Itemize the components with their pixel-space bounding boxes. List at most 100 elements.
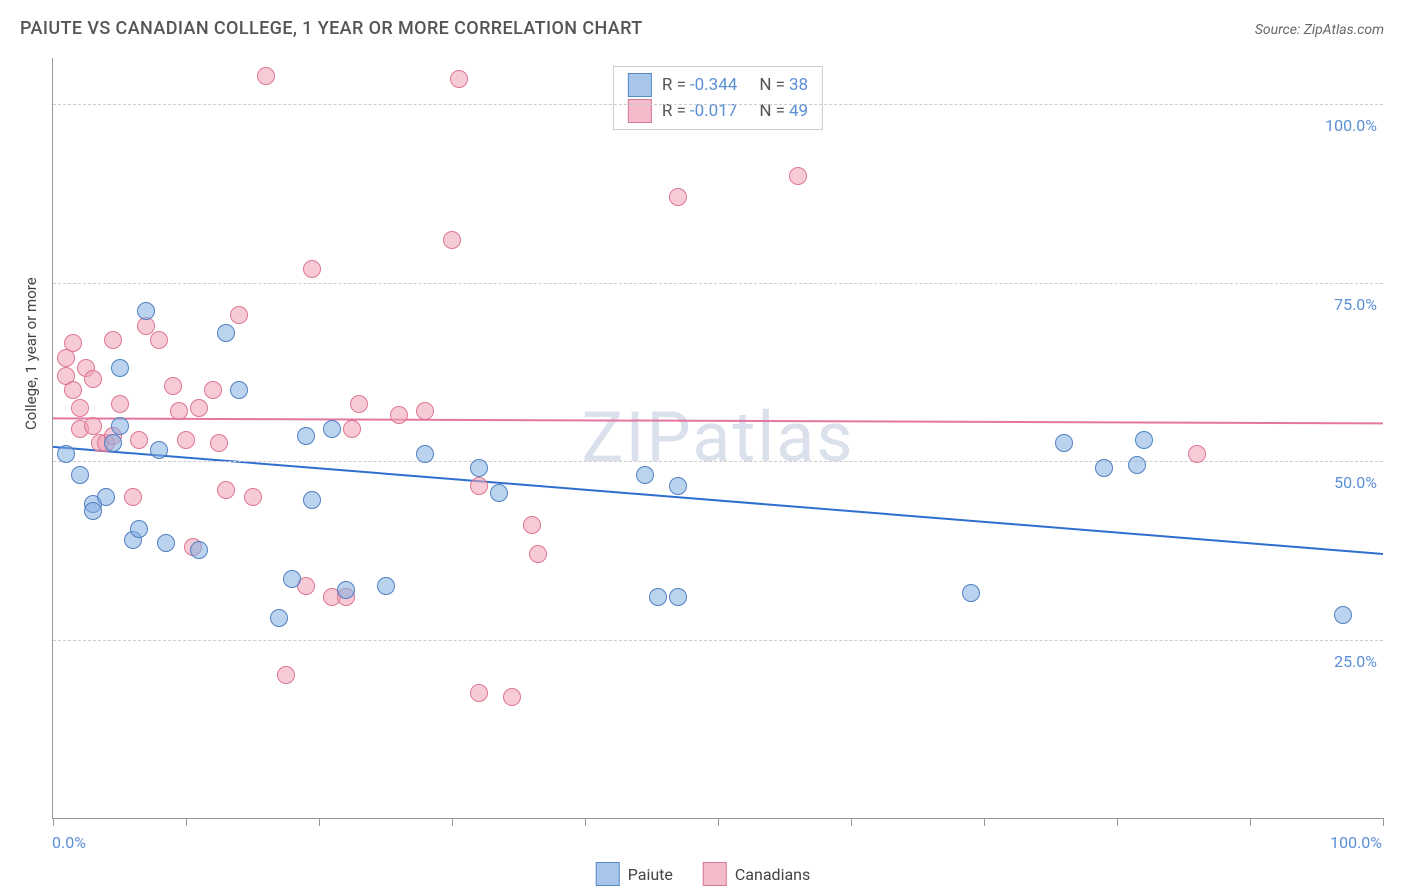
stat-label: N = bbox=[759, 75, 785, 95]
data-point-blue bbox=[337, 581, 355, 599]
data-point-pink bbox=[64, 334, 82, 352]
legend-label: Canadians bbox=[735, 865, 810, 884]
data-point-blue bbox=[649, 588, 667, 606]
data-point-blue bbox=[130, 520, 148, 538]
x-tick-label: 100.0% bbox=[1330, 833, 1382, 852]
data-point-blue bbox=[111, 417, 129, 435]
data-point-blue bbox=[416, 445, 434, 463]
x-tick bbox=[319, 818, 320, 826]
y-tick-label: 100.0% bbox=[1325, 116, 1377, 135]
data-point-blue bbox=[57, 445, 75, 463]
data-point-blue bbox=[470, 459, 488, 477]
x-tick bbox=[53, 818, 54, 826]
data-point-pink bbox=[443, 231, 461, 249]
data-point-blue bbox=[150, 441, 168, 459]
data-point-blue bbox=[669, 588, 687, 606]
y-axis-title: College, 1 year or more bbox=[22, 277, 40, 430]
data-point-pink bbox=[124, 488, 142, 506]
data-point-pink bbox=[529, 545, 547, 563]
x-tick-label: 0.0% bbox=[52, 833, 86, 852]
data-point-blue bbox=[157, 534, 175, 552]
data-point-pink bbox=[390, 406, 408, 424]
legend-swatch bbox=[628, 99, 652, 123]
stat-value: -0.344 bbox=[690, 75, 737, 95]
source-prefix: Source: bbox=[1255, 22, 1304, 38]
y-tick-label: 25.0% bbox=[1334, 652, 1377, 671]
data-point-pink bbox=[84, 370, 102, 388]
data-point-pink bbox=[244, 488, 262, 506]
data-point-pink bbox=[150, 331, 168, 349]
data-point-blue bbox=[84, 502, 102, 520]
data-point-pink bbox=[204, 381, 222, 399]
data-point-pink bbox=[303, 260, 321, 278]
data-point-blue bbox=[190, 541, 208, 559]
legend-label: Paiute bbox=[628, 865, 673, 884]
data-point-blue bbox=[303, 491, 321, 509]
data-point-blue bbox=[283, 570, 301, 588]
data-point-blue bbox=[297, 427, 315, 445]
data-point-pink bbox=[277, 666, 295, 684]
data-point-pink bbox=[164, 377, 182, 395]
data-point-pink bbox=[343, 420, 361, 438]
legend-item: Canadians bbox=[703, 862, 810, 886]
data-point-pink bbox=[257, 67, 275, 85]
data-point-pink bbox=[177, 431, 195, 449]
legend-swatch bbox=[703, 862, 727, 886]
data-point-pink bbox=[450, 70, 468, 88]
data-point-blue bbox=[490, 484, 508, 502]
data-point-blue bbox=[111, 359, 129, 377]
data-point-pink bbox=[470, 477, 488, 495]
data-point-pink bbox=[350, 395, 368, 413]
data-point-blue bbox=[71, 466, 89, 484]
data-point-blue bbox=[1095, 459, 1113, 477]
data-point-pink bbox=[190, 399, 208, 417]
stat-value: 38 bbox=[789, 75, 808, 95]
source-credit: Source: ZipAtlas.com bbox=[1255, 22, 1384, 38]
data-point-pink bbox=[523, 516, 541, 534]
stats-legend-row: R = -0.017N = 49 bbox=[628, 99, 808, 123]
x-tick bbox=[984, 818, 985, 826]
watermark: ZIPatlas bbox=[582, 397, 855, 479]
data-point-blue bbox=[217, 324, 235, 342]
data-point-blue bbox=[962, 584, 980, 602]
scatter-plot: ZIPatlas R = -0.344 N = 38 R = -0.017N = 4… bbox=[52, 58, 1383, 819]
stats-legend: R = -0.344 N = 38 R = -0.017N = 49 bbox=[613, 66, 823, 130]
data-point-blue bbox=[636, 466, 654, 484]
source-link[interactable]: ZipAtlas.com bbox=[1304, 22, 1384, 38]
series-legend: Paiute Canadians bbox=[596, 862, 811, 886]
data-point-blue bbox=[323, 420, 341, 438]
data-point-blue bbox=[137, 302, 155, 320]
data-point-pink bbox=[789, 167, 807, 185]
x-tick bbox=[186, 818, 187, 826]
data-point-pink bbox=[84, 417, 102, 435]
x-tick bbox=[452, 818, 453, 826]
data-point-pink bbox=[104, 331, 122, 349]
stat-label: R = bbox=[662, 75, 686, 95]
data-point-pink bbox=[217, 481, 235, 499]
grid-line bbox=[53, 461, 1383, 462]
trend-line-pink bbox=[53, 418, 1383, 423]
data-point-blue bbox=[1135, 431, 1153, 449]
x-tick bbox=[1250, 818, 1251, 826]
data-point-pink bbox=[470, 684, 488, 702]
stats-legend-row: R = -0.344 N = 38 bbox=[628, 73, 808, 97]
data-point-pink bbox=[71, 399, 89, 417]
grid-line bbox=[53, 640, 1383, 641]
x-tick bbox=[585, 818, 586, 826]
data-point-blue bbox=[1334, 606, 1352, 624]
data-point-blue bbox=[97, 488, 115, 506]
x-tick bbox=[1117, 818, 1118, 826]
y-tick-label: 75.0% bbox=[1334, 295, 1377, 314]
data-point-pink bbox=[130, 431, 148, 449]
data-point-pink bbox=[64, 381, 82, 399]
x-tick bbox=[718, 818, 719, 826]
data-point-pink bbox=[503, 688, 521, 706]
data-point-pink bbox=[111, 395, 129, 413]
y-tick-label: 50.0% bbox=[1334, 473, 1377, 492]
trend-lines bbox=[53, 58, 1383, 818]
data-point-pink bbox=[210, 434, 228, 452]
data-point-pink bbox=[170, 402, 188, 420]
x-tick bbox=[851, 818, 852, 826]
grid-line bbox=[53, 283, 1383, 284]
data-point-blue bbox=[230, 381, 248, 399]
